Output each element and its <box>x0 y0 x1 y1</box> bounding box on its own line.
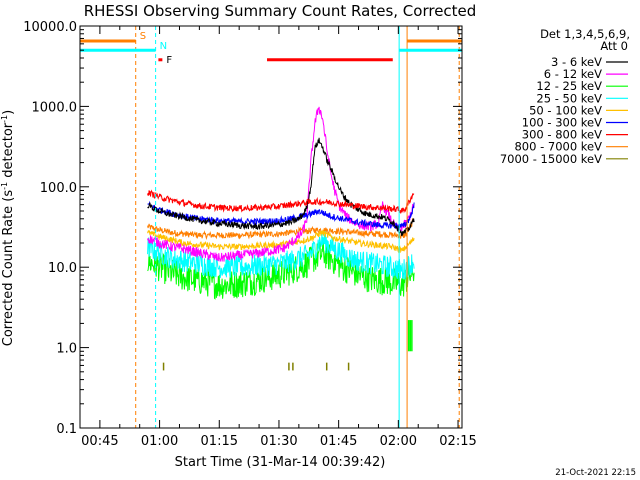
series-line-4 <box>147 230 415 280</box>
y-tick-label: 10.0 <box>48 261 77 276</box>
y-tick-label: 1.0 <box>56 342 77 357</box>
legend-label-7: 300 - 800 keV <box>522 128 602 142</box>
legend-label-2: 6 - 12 keV <box>544 67 602 81</box>
x-tick-label: 01:30 <box>260 434 297 449</box>
series-line-2 <box>147 106 415 262</box>
x-tick-label: 00:45 <box>81 434 118 449</box>
x-tick-label: 01:45 <box>320 434 357 449</box>
series-line-7 <box>147 189 415 214</box>
legend-label-8: 800 - 7000 keV <box>514 140 602 154</box>
chart-title: RHESSI Observing Summary Count Rates, Co… <box>84 2 477 20</box>
series-line-5 <box>147 229 415 254</box>
series-line-6 <box>147 200 415 229</box>
flag-label-f: F <box>166 55 172 66</box>
legend-label-3: 12 - 25 keV <box>536 79 602 93</box>
generation-timestamp: 21-Oct-2021 22:15 <box>555 468 636 478</box>
legend-label-5: 50 - 100 keV <box>529 103 602 117</box>
legend-label-6: 100 - 300 keV <box>522 116 602 130</box>
flag-label-n: N <box>160 41 167 52</box>
legend-header-attenuator: Att 0 <box>600 39 628 53</box>
x-tick-label: 01:00 <box>141 434 178 449</box>
y-tick-label: 0.1 <box>56 422 77 437</box>
y-axis-label: Corrected Count Rate (s-1 detector-1) <box>0 110 16 346</box>
y-tick-label: 1000.0 <box>32 100 78 115</box>
x-tick-label: 02:00 <box>380 434 417 449</box>
x-tick-label: 02:15 <box>439 434 476 449</box>
y-tick-label: 10000.0 <box>23 20 77 35</box>
y-axis: 0.1 1.0 10.0 100.0 1000.0 10000.0 <box>23 20 462 437</box>
plot-area: S NF <box>80 26 462 428</box>
legend-label-9: 7000 - 15000 keV <box>500 152 602 166</box>
y-tick-label: 100.0 <box>40 181 77 196</box>
series-line-3 <box>147 239 415 300</box>
x-tick-label: 01:15 <box>201 434 238 449</box>
legend-label-1: 3 - 6 keV <box>551 55 602 69</box>
legend-header-detectors: Det 1,3,4,5,6,9, <box>540 27 630 41</box>
legend-label-4: 25 - 50 keV <box>536 91 602 105</box>
x-axis: 00:45 01:00 01:15 01:30 01:45 02:00 02:15 <box>81 26 477 449</box>
plot-frame <box>79 25 463 429</box>
x-axis-label: Start Time (31-Mar-14 00:39:42) <box>175 455 386 470</box>
series-line-1 <box>147 137 415 237</box>
series-line-8 <box>147 217 415 241</box>
flag-label-s: S <box>140 31 146 42</box>
